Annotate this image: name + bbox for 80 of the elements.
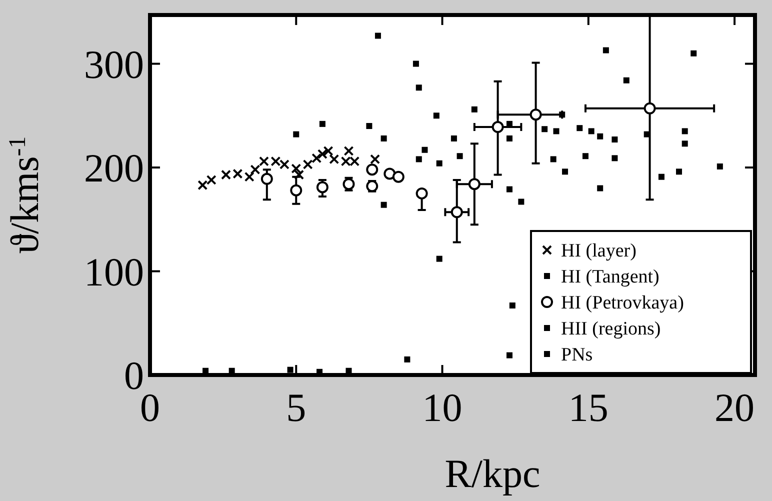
point xyxy=(244,172,254,182)
point xyxy=(450,206,463,218)
point xyxy=(676,168,682,175)
point xyxy=(576,125,583,132)
x-tick-label: 10 xyxy=(422,385,462,430)
point xyxy=(550,156,556,162)
point xyxy=(250,164,260,175)
point xyxy=(412,60,419,67)
point xyxy=(682,128,688,134)
point xyxy=(290,184,302,196)
point xyxy=(456,153,463,160)
point xyxy=(422,146,428,153)
x-tick-label: 15 xyxy=(568,385,608,430)
y-tick-label: 100 xyxy=(84,249,144,294)
point xyxy=(404,356,410,362)
x-tick-label: 5 xyxy=(286,385,306,430)
point xyxy=(471,106,478,112)
legend-label: HI (layer) xyxy=(561,240,636,262)
point xyxy=(312,153,322,164)
point xyxy=(612,136,618,142)
legend-label: HII (regions) xyxy=(561,318,661,340)
point xyxy=(716,163,723,170)
point xyxy=(316,181,328,194)
x-axis-title: R/kpc xyxy=(444,451,540,496)
point xyxy=(612,155,618,162)
point xyxy=(294,170,304,180)
point xyxy=(468,178,480,190)
point xyxy=(206,174,216,185)
y-tick-label: 0 xyxy=(124,353,144,398)
point xyxy=(380,202,387,208)
point xyxy=(436,160,442,166)
legend-label: PNs xyxy=(561,344,593,366)
point xyxy=(416,187,428,200)
point xyxy=(559,112,566,118)
point xyxy=(287,366,294,373)
legend-label: HI (Tangent) xyxy=(561,266,660,288)
point xyxy=(416,156,422,162)
point xyxy=(542,126,548,132)
point xyxy=(582,153,588,160)
point xyxy=(416,84,422,91)
point xyxy=(374,32,381,39)
y-tick-label: 300 xyxy=(84,42,144,87)
point xyxy=(509,302,516,308)
point xyxy=(319,120,326,127)
x-tick-label: 20 xyxy=(714,385,755,430)
point xyxy=(291,164,302,174)
point xyxy=(329,154,340,164)
point xyxy=(506,186,512,192)
point xyxy=(370,154,380,164)
point xyxy=(384,168,396,180)
point xyxy=(658,174,664,180)
point xyxy=(293,131,300,138)
y-tick-label: 200 xyxy=(84,146,144,191)
point xyxy=(690,50,697,56)
point xyxy=(302,159,313,170)
point xyxy=(562,168,568,175)
point xyxy=(260,172,273,185)
point xyxy=(433,112,440,119)
point xyxy=(644,102,656,114)
point xyxy=(506,352,512,358)
point xyxy=(530,108,542,121)
point xyxy=(436,256,442,262)
point xyxy=(623,77,630,84)
point xyxy=(597,133,604,140)
point xyxy=(506,135,512,142)
point xyxy=(602,47,609,54)
point xyxy=(518,198,524,205)
point xyxy=(392,170,404,183)
point xyxy=(588,128,594,134)
point xyxy=(597,185,604,192)
point xyxy=(450,135,457,142)
point xyxy=(366,123,372,130)
point xyxy=(344,146,354,156)
point xyxy=(380,135,387,142)
point xyxy=(553,128,560,134)
point xyxy=(198,180,208,190)
legend-label: HI (Petrovkaya) xyxy=(561,292,684,314)
point xyxy=(492,121,504,134)
point xyxy=(682,140,688,147)
point xyxy=(366,164,378,176)
